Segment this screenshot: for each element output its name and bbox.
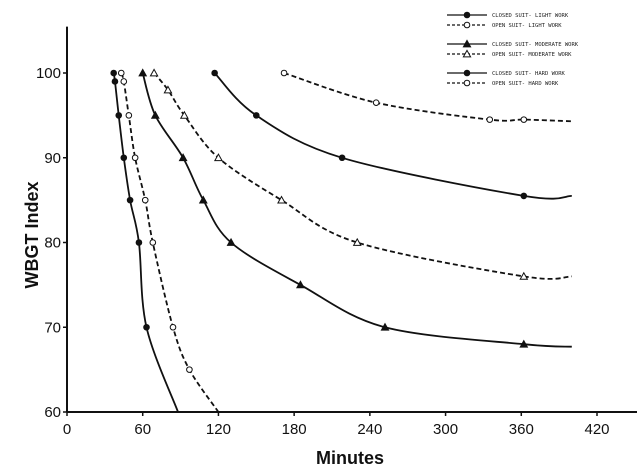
data-point	[463, 69, 471, 77]
data-point	[115, 112, 123, 119]
axes	[66, 26, 637, 413]
data-point	[141, 196, 149, 204]
legend-label: CLOSED SUIT- HARD WORK	[492, 71, 566, 77]
x-tick-label: 300	[433, 421, 458, 438]
y-tick-label: 80	[44, 235, 61, 252]
data-point	[179, 110, 189, 119]
data-point	[338, 154, 346, 162]
series-group	[112, 72, 572, 413]
data-point	[143, 323, 150, 331]
x-tick-label: 420	[584, 421, 609, 438]
data-point	[117, 69, 125, 77]
legend-label: OPEN SUIT- HARD WORK	[492, 81, 559, 87]
data-point	[111, 78, 119, 85]
data-point	[352, 237, 362, 246]
data-point	[131, 154, 139, 162]
data-point	[380, 322, 390, 331]
legend-label: CLOSED SUIT- MODERATE WORK	[492, 42, 579, 48]
series-line-hard-closed	[112, 72, 179, 413]
data-point	[226, 237, 236, 246]
data-point	[277, 195, 286, 204]
data-point	[520, 192, 528, 200]
series-line-light-closed	[213, 72, 572, 200]
data-point	[252, 112, 260, 119]
x-tick-label: 120	[206, 421, 231, 438]
data-point	[463, 79, 471, 87]
data-point	[186, 366, 193, 373]
data-point	[126, 196, 134, 204]
data-point	[149, 68, 159, 77]
data-point	[120, 154, 128, 162]
y-tick-label: 70	[44, 319, 61, 336]
x-tick-label: 360	[509, 421, 534, 438]
data-point	[169, 323, 177, 331]
data-point	[110, 69, 117, 77]
data-point	[178, 153, 188, 162]
data-point	[198, 195, 208, 204]
y-ticks: 60 70 80 90 100	[36, 65, 67, 421]
data-point	[463, 11, 471, 19]
legend: CLOSED SUIT- LIGHT WORK OPEN SUIT- LIGHT …	[447, 11, 579, 87]
series-line-moderate-open	[153, 72, 572, 280]
data-point	[519, 271, 529, 280]
x-tick-label: 0	[63, 421, 71, 438]
data-point	[519, 339, 529, 348]
x-tick-label: 180	[282, 421, 307, 438]
x-ticks: 0 60 120 180 240 300 360 420	[63, 412, 610, 438]
data-point	[462, 39, 472, 48]
x-axis-title: Minutes	[316, 448, 384, 468]
data-point	[120, 78, 128, 85]
data-point	[280, 69, 288, 77]
data-point	[213, 153, 223, 162]
data-point	[486, 116, 494, 123]
legend-label: OPEN SUIT- LIGHT WORK	[492, 23, 562, 29]
data-point	[520, 116, 528, 123]
data-point	[462, 49, 472, 58]
data-point	[463, 21, 471, 29]
legend-label: OPEN SUIT- MODERATE WORK	[492, 52, 572, 58]
data-point	[135, 239, 143, 246]
data-point	[211, 69, 218, 77]
x-tick-label: 240	[357, 421, 382, 438]
legend-label: CLOSED SUIT- LIGHT WORK	[492, 13, 569, 19]
y-tick-label: 100	[36, 65, 61, 82]
data-point	[149, 239, 157, 246]
data-point	[150, 110, 160, 119]
x-tick-label: 60	[134, 421, 151, 438]
y-tick-label: 60	[44, 404, 61, 421]
data-point	[296, 280, 305, 289]
series-line-moderate-closed	[141, 72, 572, 348]
y-tick-label: 90	[44, 150, 61, 167]
data-point	[125, 112, 133, 119]
y-axis-title: WBGT Index	[22, 182, 42, 289]
data-point	[138, 68, 148, 77]
data-point	[372, 99, 380, 106]
data-point	[163, 85, 173, 94]
series-line-light-open	[283, 72, 572, 123]
markers-group	[110, 68, 529, 373]
